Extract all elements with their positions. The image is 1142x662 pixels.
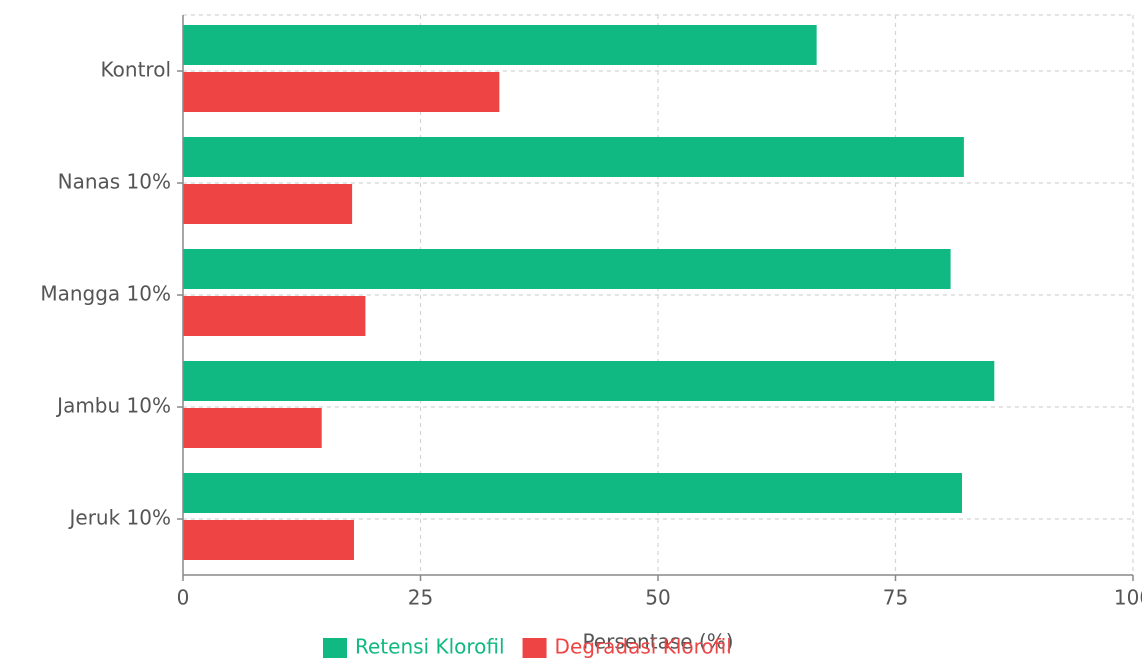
y-tick-label: Mangga 10%	[40, 282, 171, 306]
x-tick-label: 100	[1114, 586, 1142, 610]
y-tick-label: Jambu 10%	[55, 394, 171, 418]
x-tick-label: 50	[645, 586, 670, 610]
legend-label: Degradasi Klorofil	[555, 635, 732, 659]
bar	[183, 473, 962, 513]
y-tick-label: Nanas 10%	[58, 170, 171, 194]
legend-label: Retensi Klorofil	[355, 635, 505, 659]
x-tick-label: 0	[177, 586, 190, 610]
bar	[183, 408, 322, 448]
bar	[183, 361, 995, 401]
legend-swatch	[323, 638, 347, 658]
bar	[183, 296, 366, 336]
bar	[183, 184, 353, 224]
bar	[183, 72, 500, 112]
legend-swatch	[522, 638, 547, 658]
bar	[183, 137, 964, 177]
bar	[183, 520, 354, 560]
x-tick-label: 75	[883, 586, 908, 610]
bar	[183, 25, 817, 65]
y-tick-label: Jeruk 10%	[68, 506, 172, 530]
y-tick-label: Kontrol	[101, 58, 171, 82]
x-tick-label: 25	[408, 586, 433, 610]
x-axis-label: Persentase (%)	[582, 630, 733, 654]
bar	[183, 249, 951, 289]
